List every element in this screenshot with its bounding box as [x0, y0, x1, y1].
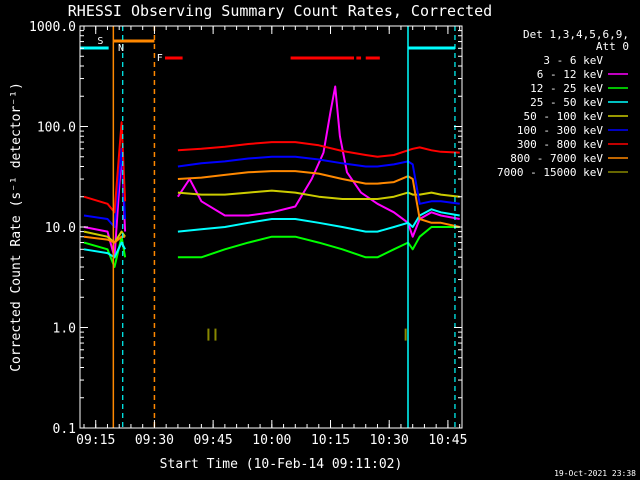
series-line — [83, 121, 127, 214]
x-tick-label: 10:45 — [428, 433, 467, 448]
legend-header-line-2: Att 0 — [596, 40, 629, 53]
legend-item-label: 7000 - 15000 keV — [497, 166, 603, 179]
x-tick-label: 10:15 — [311, 433, 350, 448]
x-tick-label: 09:15 — [76, 433, 115, 448]
series-line — [177, 170, 460, 228]
footer-date: 19-Oct-2021 23:38 — [554, 469, 636, 478]
series-line — [177, 85, 460, 238]
legend-item-label: 50 - 100 keV — [524, 110, 604, 123]
y-tick-label: 10.0 — [45, 221, 76, 236]
legend-item-label: 100 - 300 keV — [517, 124, 603, 137]
series-line — [177, 141, 460, 158]
y-tick-label: 1000.0 — [29, 20, 76, 35]
x-tick-label: 09:45 — [194, 433, 233, 448]
series-line — [177, 155, 460, 205]
x-tick-label: 10:30 — [370, 433, 409, 448]
legend-item-label: 6 - 12 keV — [537, 68, 604, 81]
x-tick-label: 10:00 — [252, 433, 291, 448]
legend-item-label: 25 - 50 keV — [530, 96, 603, 109]
series-line — [177, 208, 460, 233]
legend-item-label: 800 - 7000 keV — [510, 152, 603, 165]
series-line — [177, 226, 460, 259]
y-tick-label: 100.0 — [37, 121, 76, 136]
y-tick-label: 1.0 — [53, 322, 76, 337]
y-ticks: 1000.0 100.0 10.0 1.0 0.1 — [29, 20, 462, 437]
chart-title: RHESSI Observing Summary Count Rates, Co… — [68, 2, 492, 20]
y-axis-label: Corrected Count Rate (s⁻¹ detector⁻¹) — [9, 82, 24, 372]
legend-header-line-1: Det 1,3,4,5,6,9, — [523, 28, 629, 41]
x-ticks: 09:15 09:30 09:45 10:00 10:15 10:30 10:45 — [76, 26, 467, 448]
legend-item-label: 300 - 800 keV — [517, 138, 603, 151]
plot-annotations: S N F — [80, 26, 456, 428]
legend-item-label: 3 - 6 keV — [543, 54, 603, 67]
x-tick-label: 09:30 — [135, 433, 174, 448]
x-axis-label: Start Time (10-Feb-14 09:11:02) — [160, 457, 403, 472]
series-line — [177, 189, 460, 200]
y-tick-label: 0.1 — [53, 422, 76, 437]
flare-flag-label: F — [157, 53, 163, 64]
night-flag-label: N — [118, 43, 124, 54]
saa-flag-label: S — [97, 36, 103, 47]
legend-item-label: 12 - 25 keV — [530, 82, 603, 95]
